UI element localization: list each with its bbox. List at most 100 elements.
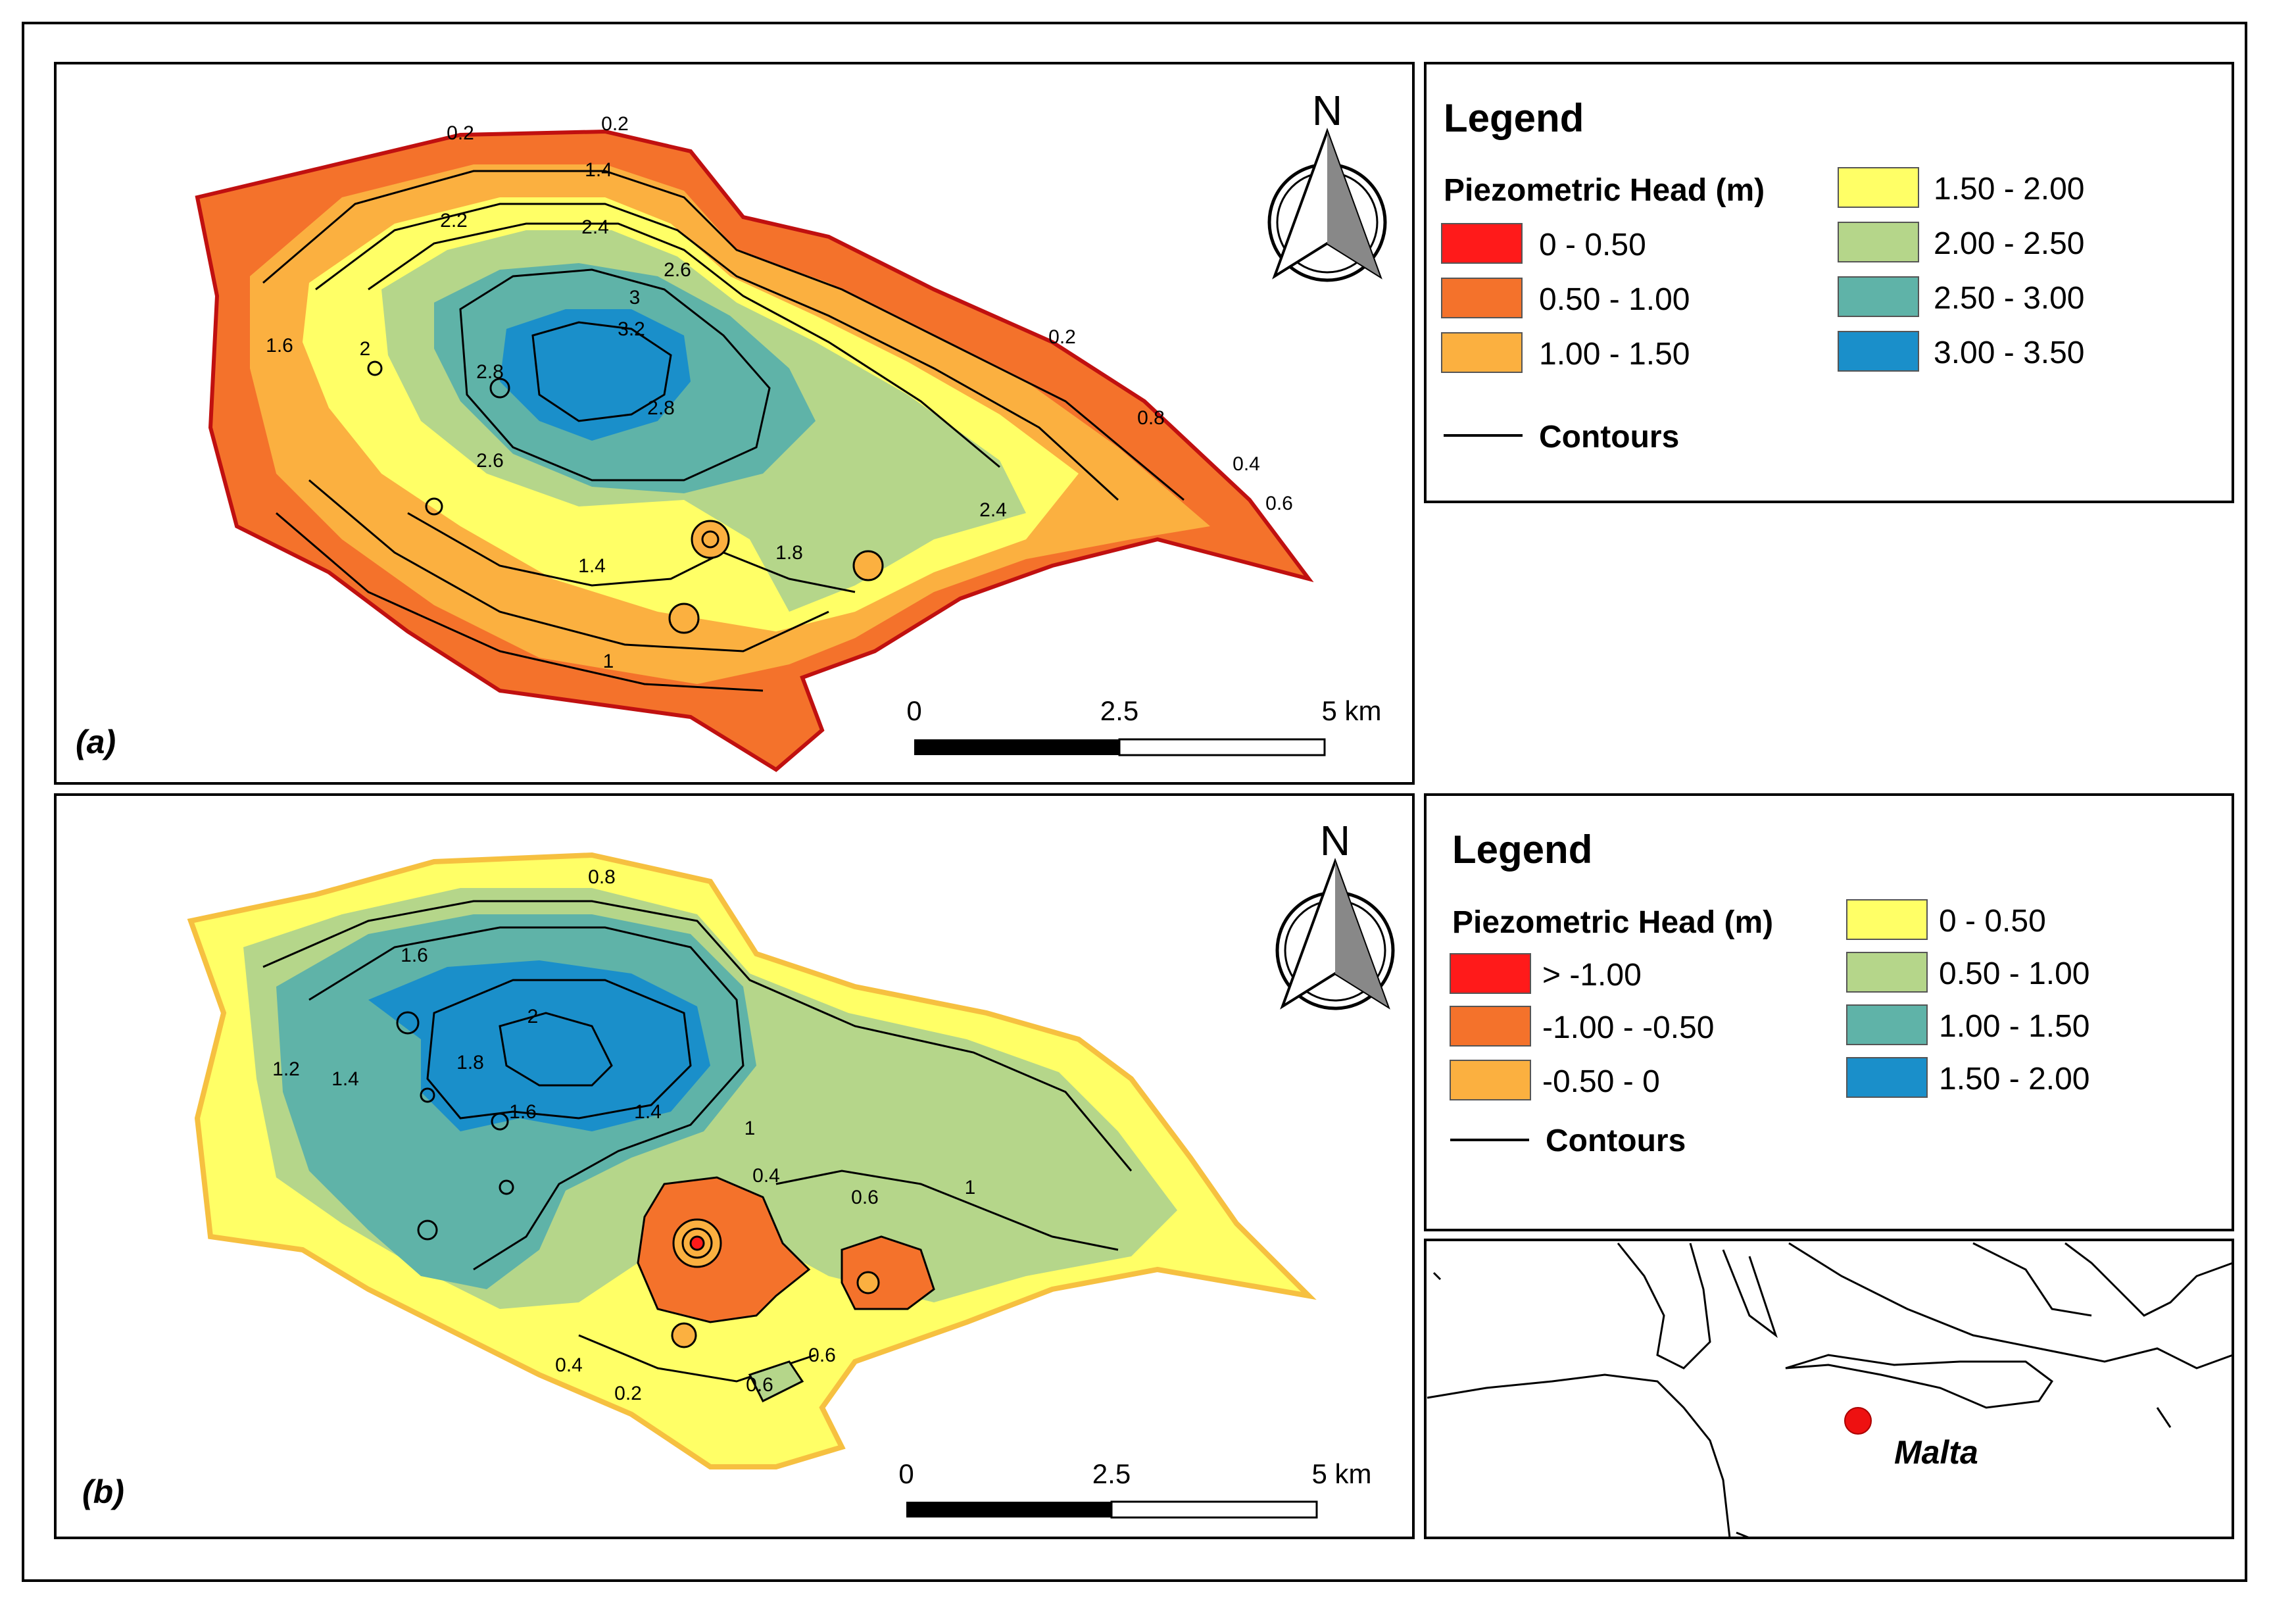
contour-label: 2 bbox=[360, 338, 371, 360]
legend-entry-label: > -1.00 bbox=[1542, 958, 1642, 993]
contour-label: 0.4 bbox=[555, 1354, 583, 1376]
north-label: N bbox=[1320, 817, 1350, 864]
contour-label: 1.6 bbox=[401, 945, 428, 966]
legend-contours-label: Contours bbox=[1546, 1123, 1686, 1158]
legend-swatch bbox=[1441, 223, 1523, 264]
legend-swatch bbox=[1838, 167, 1919, 208]
scale-label: 5 km bbox=[1321, 695, 1381, 726]
legend-subtitle: Piezometric Head (m) bbox=[1444, 173, 1765, 208]
contour-label: 0.2 bbox=[614, 1383, 642, 1404]
panel-a-island-map bbox=[195, 129, 1314, 772]
malta-label: Malta bbox=[1894, 1434, 1978, 1471]
legend-entry-label: 2.50 - 3.00 bbox=[1934, 281, 2085, 316]
legend-swatch bbox=[1838, 222, 1919, 262]
north-label: N bbox=[1312, 87, 1342, 134]
legend-swatch bbox=[1441, 332, 1523, 373]
contour-label: 0.2 bbox=[1048, 326, 1076, 348]
scale-label: 5 km bbox=[1311, 1458, 1371, 1489]
contour-label: 1 bbox=[965, 1177, 976, 1198]
panel-b-legend-entries: > -1.00 -1.00 - -0.50 -0.50 - 0 0 - 0.50… bbox=[1450, 899, 2090, 1158]
legend-swatch bbox=[1441, 278, 1523, 318]
panel-a-legend-frame bbox=[1424, 62, 2234, 503]
panel-b-contour-labels: 0.8 1.6 2 1.8 1.6 1.4 1.4 1.2 1 0.4 0.6 … bbox=[272, 866, 975, 1404]
contour-label: 1.6 bbox=[509, 1101, 537, 1123]
scale-label: 2.5 bbox=[1100, 695, 1138, 726]
legend-entry-label: 0 - 0.50 bbox=[1539, 228, 1646, 262]
contour-label: 0.2 bbox=[601, 113, 629, 135]
panel-a: 0.2 0.2 1.4 2.2 2.4 2.6 3 3.2 2.8 2.8 2.… bbox=[54, 62, 2234, 785]
malta-marker bbox=[1844, 1407, 1872, 1435]
contour-label: 2.6 bbox=[664, 259, 691, 281]
contour-label: 2.2 bbox=[440, 210, 468, 232]
legend-entry-label: 0.50 - 1.00 bbox=[1539, 282, 1690, 317]
contour-label: 3.2 bbox=[618, 318, 645, 340]
contour-label: 1.6 bbox=[266, 335, 293, 357]
legend-swatch bbox=[1846, 1004, 1928, 1045]
legend-entry-label: -1.00 - -0.50 bbox=[1542, 1010, 1714, 1045]
legend-swatch bbox=[1450, 1060, 1531, 1100]
scale-label: 2.5 bbox=[1092, 1458, 1131, 1489]
contour-label: 2.8 bbox=[647, 397, 675, 419]
contour-label: 1.4 bbox=[331, 1068, 359, 1090]
panel-b-island-map bbox=[187, 852, 1317, 1469]
panel-a-contour-labels: 0.2 0.2 1.4 2.2 2.4 2.6 3 3.2 2.8 2.8 2.… bbox=[266, 113, 1293, 672]
contour-label: 1.8 bbox=[775, 542, 803, 564]
legend-swatch bbox=[1846, 952, 1928, 993]
panel-b-scale-bar: 0 2.5 5 km bbox=[898, 1458, 1372, 1519]
contour-label: 0.6 bbox=[1265, 493, 1293, 514]
contour-label: 2 bbox=[527, 1006, 539, 1027]
legend-entry-label: 1.00 - 1.50 bbox=[1939, 1009, 2090, 1044]
legend-title: Legend bbox=[1444, 96, 1584, 140]
legend-entry-label: -0.50 - 0 bbox=[1542, 1064, 1660, 1099]
contour-label: 1 bbox=[745, 1118, 756, 1139]
contour-label: 1.2 bbox=[272, 1058, 300, 1080]
contour-label: 0.6 bbox=[851, 1187, 879, 1208]
panel-b-north-arrow: N bbox=[1275, 817, 1395, 1010]
contour-label: 1.8 bbox=[456, 1052, 484, 1073]
contour-label: 3 bbox=[629, 287, 641, 308]
inset-frame bbox=[1424, 1239, 2234, 1539]
scale-label: 0 bbox=[906, 695, 921, 726]
contour-label: 1.4 bbox=[578, 555, 606, 577]
legend-contours-label: Contours bbox=[1539, 420, 1679, 455]
legend-entry-label: 3.00 - 3.50 bbox=[1934, 335, 2085, 370]
panel-a-label: (a) bbox=[76, 724, 116, 760]
panel-b-label: (b) bbox=[82, 1473, 124, 1510]
contour-label: 1 bbox=[603, 651, 614, 672]
legend-entry-label: 0.50 - 1.00 bbox=[1939, 956, 2090, 991]
legend-swatch bbox=[1846, 899, 1928, 940]
legend-entry-label: 2.00 - 2.50 bbox=[1934, 226, 2085, 261]
panel-a-north-arrow: N bbox=[1267, 87, 1387, 282]
legend-entry-label: 1.50 - 2.00 bbox=[1939, 1062, 2090, 1097]
contour-label: 0.8 bbox=[588, 866, 616, 888]
panel-a-scale-bar: 0 2.5 5 km bbox=[906, 695, 1382, 756]
legend-entry-label: 1.50 - 2.00 bbox=[1934, 172, 2085, 207]
panel-b: 0.8 1.6 2 1.8 1.6 1.4 1.4 1.2 1 0.4 0.6 … bbox=[54, 793, 2234, 1539]
contour-label: 0.4 bbox=[752, 1165, 780, 1187]
panel-a-legend-entries: 0 - 0.50 0.50 - 1.00 1.00 - 1.50 1.50 - … bbox=[1441, 167, 2085, 455]
contour-label: 1.4 bbox=[585, 159, 612, 181]
contour-label: 0.8 bbox=[1137, 407, 1165, 429]
legend-swatch bbox=[1450, 1006, 1531, 1047]
contour-label: 0.2 bbox=[447, 122, 474, 144]
contour-label: 2.6 bbox=[476, 450, 504, 472]
contour-label: 0.4 bbox=[1233, 453, 1260, 475]
legend-entry-label: 0 - 0.50 bbox=[1939, 904, 2046, 939]
panel-b-legend-frame bbox=[1424, 793, 2234, 1231]
legend-swatch bbox=[1838, 331, 1919, 372]
legend-subtitle: Piezometric Head (m) bbox=[1452, 905, 1773, 940]
legend-swatch bbox=[1450, 953, 1531, 994]
legend-swatch bbox=[1838, 276, 1919, 317]
contour-label: 0.6 bbox=[808, 1344, 836, 1366]
contour-label: 2.4 bbox=[581, 216, 609, 238]
outer-frame bbox=[22, 22, 2247, 1582]
legend-swatch bbox=[1846, 1057, 1928, 1098]
contour-label: 0.6 bbox=[746, 1374, 773, 1396]
legend-entry-label: 1.00 - 1.50 bbox=[1539, 337, 1690, 372]
scale-label: 0 bbox=[898, 1458, 914, 1489]
contour-label: 1.4 bbox=[634, 1101, 662, 1123]
legend-title: Legend bbox=[1452, 827, 1592, 872]
contour-label: 2.8 bbox=[476, 361, 504, 383]
contour-label: 2.4 bbox=[979, 499, 1007, 521]
